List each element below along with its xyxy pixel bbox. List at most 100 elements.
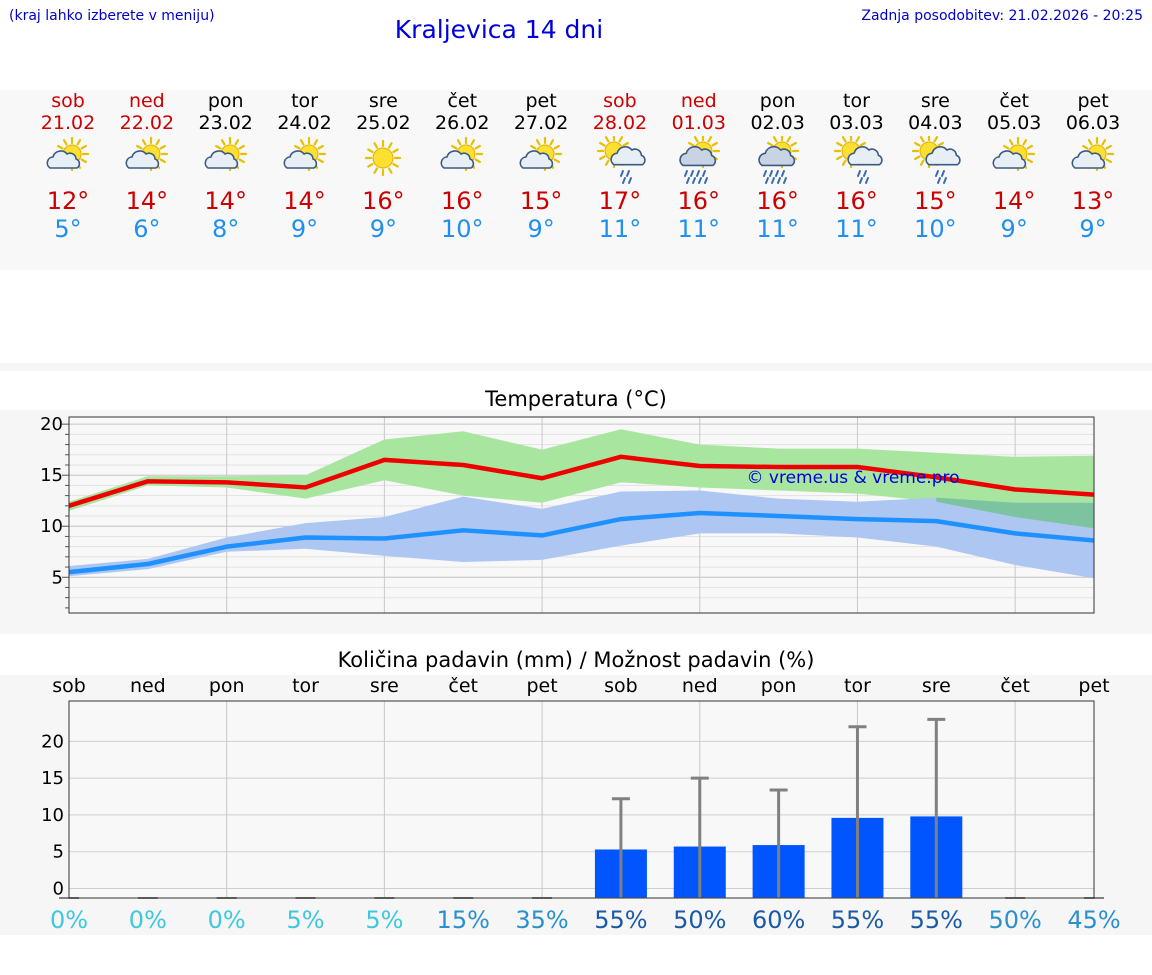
day-name: sre	[368, 90, 398, 112]
day-axis-label: pet	[526, 675, 557, 697]
temperature-chart: 5 10 15 20 © vreme.us & vreme.pro	[40, 414, 1095, 614]
day-date: 26.02	[435, 112, 490, 134]
min-temperature: 10°	[440, 215, 484, 243]
precipitation-probability-label: 55%	[594, 906, 647, 934]
range-band-min	[69, 490, 1094, 579]
sun-cloud-heavy-rain-icon	[738, 136, 818, 186]
day-column: ned 01.03 16° 11°	[659, 90, 739, 243]
day-name: čet	[447, 90, 478, 112]
max-temperature: 14°	[992, 187, 1036, 215]
precipitation-chart: sob ned pon tor sre čet pet sob ned pon tor sre čet p…	[41, 675, 1121, 934]
min-temperature: 11°	[756, 215, 799, 243]
day-axis-label: sob	[52, 675, 86, 697]
y-tick-label: 10	[41, 805, 64, 826]
plot-frame	[68, 416, 1095, 614]
min-temperature: 10°	[914, 215, 957, 243]
max-temperature: 16°	[440, 187, 484, 215]
plot-frame	[68, 700, 1095, 899]
max-temperature: 12°	[46, 187, 90, 215]
max-temperature: 14°	[125, 187, 169, 215]
range-band-overlap	[936, 497, 1094, 529]
min-temperature: 9°	[290, 215, 319, 243]
cloud-shape	[757, 145, 795, 167]
day-date: 28.02	[592, 112, 648, 134]
day-axis-label: ned	[130, 675, 166, 697]
max-temperature: 15°	[914, 187, 957, 215]
day-column: pon 02.03 16° 11°	[738, 90, 818, 243]
precipitation-chart-title: Količina padavin (mm) / Možnost padavin …	[337, 648, 815, 672]
day-column: čet 05.03 14° 9°	[974, 90, 1054, 243]
sun-cloud-rain-icon	[895, 136, 975, 186]
cloud-shape	[125, 150, 160, 169]
precipitation-probability-label: 5%	[365, 906, 403, 934]
precipitation-probability-label: 15%	[437, 906, 490, 934]
day-name: sre	[920, 90, 950, 112]
y-tick-label: 20	[40, 414, 63, 435]
day-axis-label: ned	[682, 675, 718, 697]
day-column: ned 22.02 14° 6°	[107, 90, 187, 243]
cloud-shape	[992, 150, 1027, 169]
min-temperature: 11°	[598, 215, 642, 243]
sun-cloud-icon	[1053, 136, 1133, 186]
max-temperature: 16°	[756, 187, 799, 215]
y-tick-label: 20	[41, 731, 64, 752]
y-tick-label: 5	[53, 842, 64, 863]
min-temperature: 8°	[212, 215, 240, 243]
day-date: 06.03	[1065, 112, 1121, 134]
precipitation-probability-label: 50%	[673, 906, 726, 934]
day-name: ned	[680, 90, 717, 112]
precipitation-probability-label: 0%	[129, 906, 167, 934]
day-date: 02.03	[750, 112, 805, 134]
last-update-label: Zadnja posodobitev: 21.02.2026 - 20:25	[861, 8, 1143, 24]
day-axis-label: tor	[844, 675, 871, 697]
location-menu-hint[interactable]: (kraj lahko izberete v meniju)	[9, 8, 215, 24]
sun-cloud-icon	[107, 136, 187, 186]
daily-forecast-strip: sob 21.02 12° 5° ned 22.02 14° 6° pon 23.02 14° 8° t…	[0, 90, 1152, 270]
y-tick-label: 10	[40, 516, 63, 537]
sun-cloud-rain-icon	[580, 136, 660, 186]
series-line-max	[68, 454, 1095, 508]
day-column: tor 24.02 14° 9°	[265, 90, 345, 243]
sun-shape	[365, 139, 402, 177]
day-column: sre 25.02 16° 9°	[343, 90, 423, 243]
min-temperature: 9°	[369, 215, 398, 243]
cloud-shape	[846, 146, 883, 166]
range-band-max	[69, 429, 1094, 529]
precipitation-probability-label: 0%	[208, 906, 246, 934]
precipitation-probability-label: 55%	[910, 906, 963, 934]
day-date: 03.03	[829, 112, 884, 134]
day-axis-label: sre	[370, 675, 399, 697]
cloud-shape	[440, 150, 475, 169]
day-name: čet	[999, 90, 1029, 112]
day-date: 21.02	[40, 112, 96, 134]
day-axis-label: sob	[604, 675, 638, 697]
day-name: tor	[291, 90, 318, 112]
cloud-shape	[283, 150, 317, 169]
max-temperature: 17°	[598, 187, 642, 215]
day-axis-label: čet	[1000, 675, 1030, 697]
cloud-shape	[46, 150, 81, 169]
y-tick-label: 0	[53, 878, 64, 899]
day-date: 22.02	[119, 112, 175, 134]
section-divider	[0, 363, 1152, 371]
sun-cloud-rain-icon	[817, 136, 897, 186]
min-temperature: 9°	[1000, 215, 1028, 243]
day-name: sob	[603, 90, 637, 112]
day-column: sob 28.02 17° 11°	[580, 90, 660, 243]
max-temperature: 13°	[1071, 187, 1115, 215]
day-date: 01.03	[671, 112, 726, 134]
max-temperature: 14°	[204, 187, 247, 215]
y-tick-label: 15	[41, 768, 64, 789]
max-temperature: 16°	[362, 187, 405, 215]
day-column: pet 27.02 15° 9°	[501, 90, 581, 243]
min-temperature: 11°	[835, 215, 878, 243]
day-date: 23.02	[198, 112, 253, 134]
sun-cloud-icon	[265, 136, 345, 186]
sun-cloud-heavy-rain-icon	[659, 136, 739, 186]
precipitation-probability-label: 55%	[831, 906, 884, 934]
day-axis-label: pon	[761, 675, 797, 697]
day-date: 24.02	[277, 112, 332, 134]
min-temperature: 6°	[133, 215, 161, 243]
day-date: 05.03	[986, 112, 1042, 134]
max-temperature: 15°	[519, 187, 563, 215]
